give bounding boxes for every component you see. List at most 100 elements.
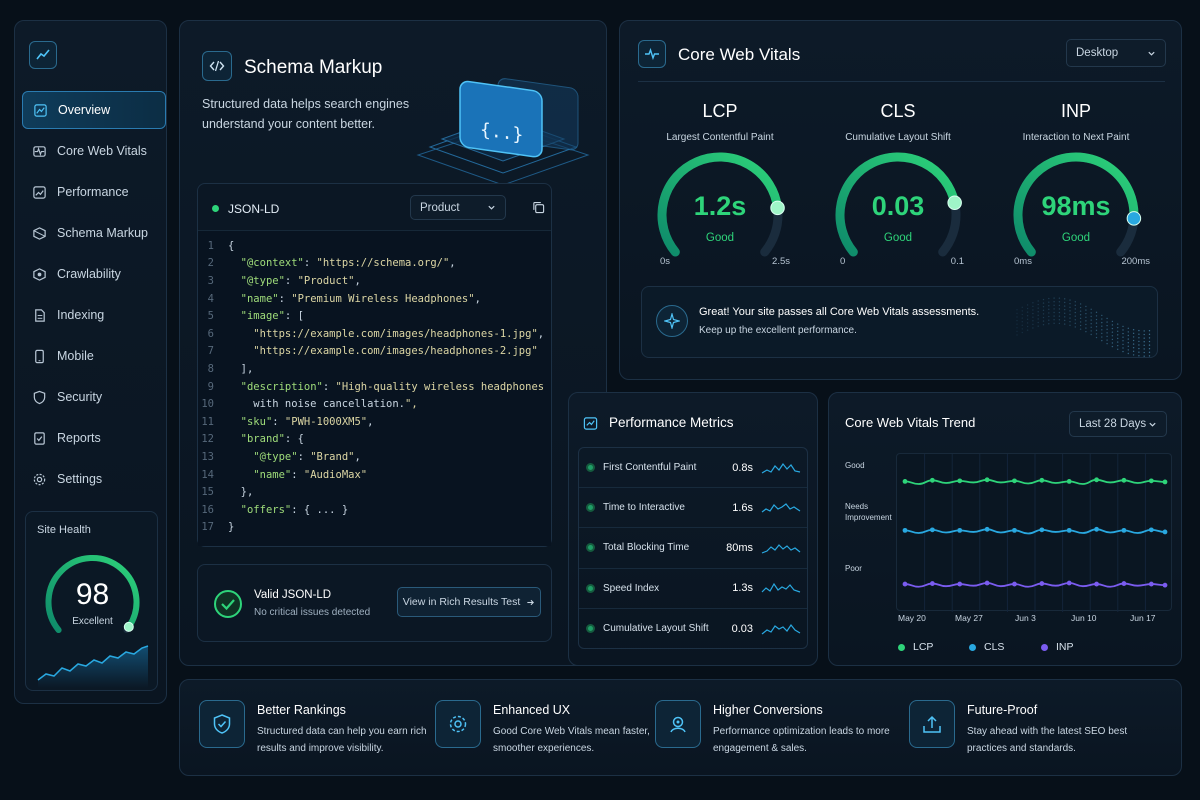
schema-type-select[interactable]: Product (410, 195, 506, 220)
lcp-gauge[interactable]: 1.2s Good 0s 2.5s (650, 149, 790, 279)
code-icon (202, 51, 232, 81)
wave-dot (1026, 329, 1029, 331)
wave-dot (1058, 304, 1061, 307)
sidebar-item-security[interactable]: Security (22, 378, 166, 416)
data-point-inp[interactable] (984, 580, 990, 586)
data-point-inp[interactable] (1148, 581, 1154, 587)
wave-dot (1037, 311, 1039, 313)
legend-inp[interactable]: INP (1041, 641, 1074, 653)
cls-gauge[interactable]: 0.03 Good 0 0.1 (828, 149, 968, 279)
wave-dot (1117, 348, 1119, 350)
legend-dot (898, 643, 905, 651)
mobile-icon (32, 349, 47, 364)
arrow-right-icon (526, 598, 535, 607)
wave-dot (1042, 324, 1045, 326)
json-illustration: {..} (416, 78, 590, 186)
sidebar-item-mobile[interactable]: Mobile (22, 337, 166, 375)
wave-dot (1026, 315, 1029, 317)
wave-dot (1048, 308, 1050, 311)
data-point-inp[interactable] (1094, 581, 1099, 587)
trend-plot-area[interactable] (896, 453, 1172, 612)
range-select[interactable]: Last 28 Days (1069, 411, 1167, 437)
perf-row-tbt[interactable]: Total Blocking Time 80ms (579, 528, 807, 569)
schema-type-value: Product (420, 201, 460, 214)
data-point-lcp[interactable] (902, 478, 908, 484)
sidebar-item-settings[interactable]: Settings (22, 460, 166, 498)
data-point-lcp[interactable] (1066, 478, 1072, 484)
wave-dot (1122, 340, 1124, 342)
perf-sparkline (761, 544, 801, 554)
wave-dot (1132, 347, 1135, 349)
code-block[interactable]: 1{2 "@context": "https://schema.org/", 3 … (198, 230, 551, 546)
code-text: "@type": "Brand", (253, 450, 361, 463)
perf-row-speed-index[interactable]: Speed Index 1.3s (579, 569, 807, 609)
data-point-lcp[interactable] (957, 478, 963, 484)
data-point-inp[interactable] (1066, 580, 1072, 586)
sidebar-item-crawlability[interactable]: Crawlability (22, 255, 166, 293)
rich-results-test-button[interactable]: View in Rich Results Test (397, 587, 541, 617)
data-point-lcp[interactable] (1012, 478, 1017, 484)
wave-dot (1037, 303, 1039, 306)
wave-dot (1132, 336, 1135, 338)
data-point-cls[interactable] (984, 526, 990, 532)
line-number: 15 (201, 486, 214, 499)
site-health-label: Excellent (72, 616, 113, 627)
data-point-inp[interactable] (902, 581, 908, 587)
data-point-cls[interactable] (902, 527, 908, 533)
perf-sparkline (761, 462, 801, 474)
data-point-lcp[interactable] (1162, 479, 1168, 485)
trend-chart (902, 454, 1168, 612)
wave-dot (1106, 321, 1108, 323)
data-point-cls[interactable] (1066, 527, 1072, 533)
perf-row-tti[interactable]: Time to Interactive 1.6s (579, 488, 807, 529)
sidebar-item-core-web-vitals[interactable]: Core Web Vitals (22, 132, 166, 170)
data-point-lcp[interactable] (1039, 477, 1045, 483)
perf-name: First Contentful Paint (603, 462, 697, 474)
sidebar-item-performance[interactable]: Performance (22, 173, 166, 211)
cls-max: 0.1 (950, 256, 964, 267)
data-point-cls[interactable] (1012, 527, 1017, 533)
data-point-inp[interactable] (1039, 581, 1045, 586)
perf-row-cls[interactable]: Cumulative Layout Shift 0.03 (579, 609, 807, 649)
perf-sparkline (761, 623, 801, 635)
data-point-cls[interactable] (1094, 526, 1099, 532)
data-point-inp[interactable] (1121, 581, 1127, 586)
data-point-inp[interactable] (957, 581, 963, 587)
copy-icon[interactable] (532, 201, 545, 214)
data-point-inp[interactable] (1162, 582, 1168, 588)
data-point-cls[interactable] (1039, 527, 1045, 533)
data-point-cls[interactable] (1121, 527, 1127, 533)
inp-gauge[interactable]: 98ms Good 0ms 200ms (1006, 149, 1150, 279)
data-point-lcp[interactable] (929, 477, 935, 483)
wave-dot (1122, 350, 1124, 353)
data-point-cls[interactable] (957, 527, 963, 533)
data-point-lcp[interactable] (1094, 477, 1099, 483)
wave-dot (1138, 329, 1140, 332)
data-point-cls[interactable] (1148, 527, 1154, 533)
data-point-lcp[interactable] (1148, 478, 1154, 484)
wave-dot (1095, 311, 1098, 314)
site-health-card[interactable]: Site Health 98 Excellent (25, 511, 158, 691)
line-number: 6 (207, 327, 214, 340)
perf-row-fcp[interactable]: First Contentful Paint 0.8s (579, 448, 807, 489)
data-point-inp[interactable] (1012, 581, 1017, 587)
sidebar-item-indexing[interactable]: Indexing (22, 296, 166, 334)
legend-lcp[interactable]: LCP (898, 641, 933, 653)
sidebar-nav: Overview Core Web Vitals Performance Sch… (22, 91, 166, 501)
logo-chart-icon[interactable] (29, 41, 57, 69)
data-point-cls[interactable] (929, 527, 935, 533)
device-select[interactable]: Desktop (1066, 39, 1166, 67)
sidebar-item-reports[interactable]: Reports (22, 419, 166, 457)
perf-value: 0.8s (732, 461, 753, 474)
data-point-lcp[interactable] (984, 477, 990, 483)
sidebar-item-schema-markup[interactable]: Schema Markup (22, 214, 166, 252)
wave-dot (1111, 342, 1114, 344)
data-point-lcp[interactable] (1121, 477, 1127, 483)
data-point-cls[interactable] (1162, 529, 1168, 535)
sidebar-item-overview[interactable]: Overview (22, 91, 166, 129)
cwv-trend-panel: Core Web Vitals Trend Last 28 Days Good … (828, 392, 1182, 666)
wave-dot (1032, 305, 1034, 308)
legend-cls[interactable]: CLS (969, 641, 1004, 653)
wave-dot (1101, 325, 1103, 327)
data-point-inp[interactable] (929, 581, 935, 586)
